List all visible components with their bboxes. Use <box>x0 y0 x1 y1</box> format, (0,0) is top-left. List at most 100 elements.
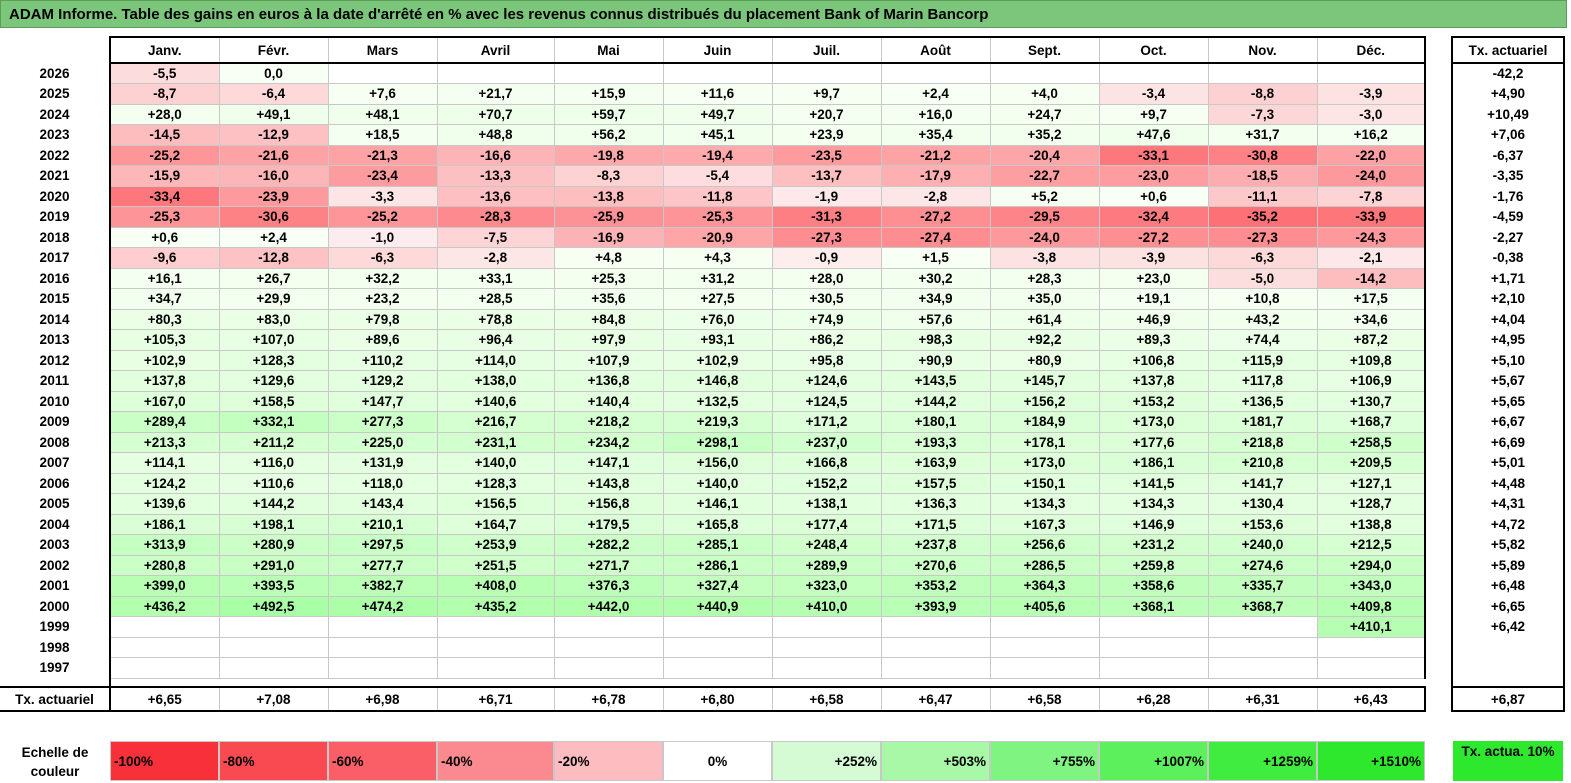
gain-cell: -9,6 <box>109 247 220 269</box>
gain-cell: +28,0 <box>771 267 882 289</box>
gain-cell: +105,3 <box>109 329 220 351</box>
year-label: 2008 <box>0 432 111 453</box>
gain-cell: +211,2 <box>218 431 329 453</box>
year-label: 2019 <box>0 206 111 227</box>
gain-cell: +124,5 <box>771 390 882 412</box>
gain-cell: +240,0 <box>1207 534 1318 556</box>
gain-cell: +285,1 <box>662 534 773 556</box>
gain-cell: +0,6 <box>1098 185 1209 207</box>
gain-cell: +286,1 <box>662 554 773 576</box>
yearly-rate-cell: +6,67 <box>1451 411 1565 432</box>
gain-cell: +130,7 <box>1316 390 1426 412</box>
gain-cell <box>662 657 773 679</box>
monthly-rate-cell: +6,71 <box>436 686 555 712</box>
year-label: 1997 <box>0 657 111 678</box>
gain-cell: -15,9 <box>109 165 220 187</box>
gain-cell: +168,7 <box>1316 411 1426 433</box>
gain-cell: -30,8 <box>1207 144 1318 166</box>
table-row: 2006 +124,2 +110,6 +118,0 +128,3 +143,8 +140,0… <box>0 472 1426 494</box>
gain-cell: +219,3 <box>662 411 773 433</box>
gain-cell <box>771 657 882 679</box>
gain-cell: -6,4 <box>218 83 329 105</box>
year-label: 2013 <box>0 329 111 350</box>
month-header: Sept. <box>989 36 1100 64</box>
gain-cell <box>553 616 664 638</box>
gain-cell: +140,0 <box>436 452 555 474</box>
gain-cell <box>553 657 664 679</box>
table-row: 2026 -5,5 0,0 <box>0 62 1426 84</box>
gain-cell: +43,2 <box>1207 308 1318 330</box>
gain-cell: +274,6 <box>1207 554 1318 576</box>
gain-cell <box>771 62 882 84</box>
gain-cell: +193,3 <box>880 431 991 453</box>
gain-cell: +127,1 <box>1316 472 1426 494</box>
gain-cell: +124,2 <box>109 472 220 494</box>
gain-cell: -27,3 <box>1207 226 1318 248</box>
gain-cell: -21,2 <box>880 144 991 166</box>
gain-cell: -23,0 <box>1098 165 1209 187</box>
gain-cell: +1,5 <box>880 247 991 269</box>
gain-cell: +137,8 <box>109 370 220 392</box>
gain-cell <box>436 657 555 679</box>
yearly-rate-cell: +4,48 <box>1451 473 1565 494</box>
gain-cell: +181,7 <box>1207 411 1318 433</box>
year-label: 2017 <box>0 247 111 268</box>
gain-cell: +218,8 <box>1207 431 1318 453</box>
gain-cell: +291,0 <box>218 554 329 576</box>
gain-cell: +95,8 <box>771 349 882 371</box>
gain-cell: +399,0 <box>109 575 220 597</box>
gain-cell: -7,3 <box>1207 103 1318 125</box>
table-row: 2017 -9,6 -12,8 -6,3 -2,8 +4,8 +4,3 -0,9 +1,5 -3,… <box>0 247 1426 269</box>
gain-cell: +368,7 <box>1207 595 1318 617</box>
gain-cell: +15,9 <box>553 83 664 105</box>
table-row: 2015 +34,7 +29,9 +23,2 +28,5 +35,6 +27,5 +30,5 +… <box>0 288 1426 310</box>
gain-cell: +271,7 <box>553 554 664 576</box>
total-row-label: Tx. actuariel <box>0 686 111 712</box>
gain-cell: +405,6 <box>989 595 1100 617</box>
gain-cell: -2,1 <box>1316 247 1426 269</box>
yearly-rate-cell: +5,67 <box>1451 370 1565 391</box>
gain-cell: +138,0 <box>436 370 555 392</box>
table-row: 2018 +0,6 +2,4 -1,0 -7,5 -16,9 -20,9 -27,3 -27,4… <box>0 226 1426 248</box>
color-scale-step: -40% <box>437 741 554 781</box>
month-header: Déc. <box>1316 36 1426 64</box>
year-label: 2015 <box>0 288 111 309</box>
gain-cell: -32,4 <box>1098 206 1209 228</box>
gain-cell: +282,2 <box>553 534 664 556</box>
gain-cell: +80,9 <box>989 349 1100 371</box>
gain-cell <box>1098 616 1209 638</box>
gain-cell: 0,0 <box>218 62 329 84</box>
gain-cell: +210,8 <box>1207 452 1318 474</box>
gain-cell <box>553 62 664 84</box>
gain-cell: -21,3 <box>327 144 438 166</box>
gain-cell: +61,4 <box>989 308 1100 330</box>
gain-cell <box>218 636 329 658</box>
yearly-rate-cell: +6,65 <box>1451 596 1565 617</box>
yearly-rate-cell: +5,65 <box>1451 391 1565 412</box>
gain-cell: +74,4 <box>1207 329 1318 351</box>
table-row: 2001 +399,0 +393,5 +382,7 +408,0 +376,3 +327,4… <box>0 575 1426 597</box>
gain-cell: -29,5 <box>989 206 1100 228</box>
gain-cell: +139,6 <box>109 493 220 515</box>
gain-cell: -25,2 <box>109 144 220 166</box>
gain-cell: +180,1 <box>880 411 991 433</box>
gain-cell: +156,0 <box>662 452 773 474</box>
gain-cell: +107,9 <box>553 349 664 371</box>
gain-cell: +35,6 <box>553 288 664 310</box>
gain-cell: +177,4 <box>771 513 882 535</box>
gain-cell: +153,6 <box>1207 513 1318 535</box>
table-row: 2019 -25,3 -30,6 -25,2 -28,3 -25,9 -25,3 -31,3-… <box>0 206 1426 228</box>
gain-cell: +84,8 <box>553 308 664 330</box>
gain-cell: +17,5 <box>1316 288 1426 310</box>
month-header: Juil. <box>771 36 882 64</box>
yearly-rate-cell <box>1451 657 1565 678</box>
table-row: 2009 +289,4 +332,1 +277,3 +216,7 +218,2 +219,3… <box>0 411 1426 433</box>
gain-cell: +109,8 <box>1316 349 1426 371</box>
gain-cell: +48,8 <box>436 124 555 146</box>
gain-cell: +28,5 <box>436 288 555 310</box>
table-row: 2025 -8,7 -6,4 +7,6 +21,7 +15,9 +11,6 +9,7 +2,4 +… <box>0 83 1426 105</box>
gain-cell: +24,7 <box>989 103 1100 125</box>
yearly-rate-cell: +6,69 <box>1451 432 1565 453</box>
gain-cell: -14,5 <box>109 124 220 146</box>
gain-cell: +90,9 <box>880 349 991 371</box>
